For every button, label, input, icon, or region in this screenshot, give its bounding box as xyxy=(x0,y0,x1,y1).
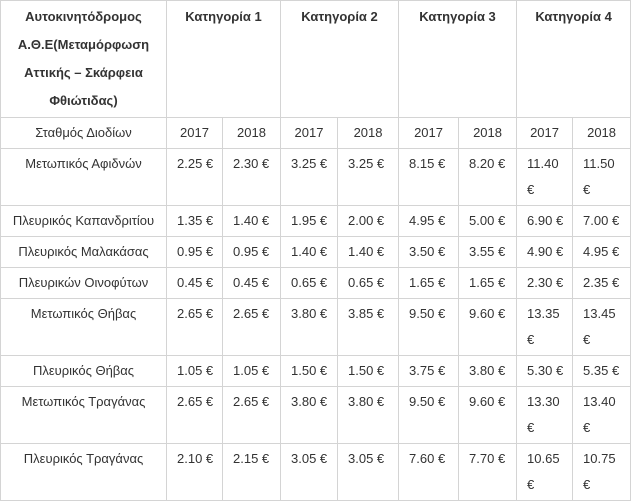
data-row: Πλευρικός Τραγάνας 2.10 €2.15 €3.05 €3.05… xyxy=(0,443,632,501)
price-cell: 3.80 € xyxy=(280,298,339,356)
price-cell: 9.50 € xyxy=(398,386,460,444)
data-row: Πλευρικός Καπανδριτίου 1.35 €1.40 €1.95 €… xyxy=(0,205,632,237)
price-cell: 13.40 € xyxy=(572,386,632,444)
price-cell: 1.50 € xyxy=(337,355,400,387)
price-cell: 4.90 € xyxy=(516,236,574,268)
price-cell: 4.95 € xyxy=(398,205,460,237)
data-row: Μετωπικός Θήβας 2.65 €2.65 €3.80 €3.85 €9… xyxy=(0,298,632,356)
category-header: Κατηγορία 1 xyxy=(165,0,282,118)
price-cell: 0.65 € xyxy=(337,267,400,299)
station-name: Μετωπικός Θήβας xyxy=(0,298,167,356)
category-header: Κατηγορία 2 xyxy=(280,0,400,118)
station-name: Πλευρικός Μαλακάσας xyxy=(0,236,167,268)
price-cell: 7.60 € xyxy=(398,443,460,501)
station-label: Σταθμός Διοδίων xyxy=(0,117,167,149)
price-cell: 13.45 € xyxy=(572,298,632,356)
price-cell: 2.65 € xyxy=(166,298,223,356)
header-title: Αυτοκινητόδρομος Α.Θ.Ε(Μεταμόρφωση Αττικ… xyxy=(0,0,167,118)
price-cell: 1.65 € xyxy=(398,267,460,299)
price-cell: 11.50 € xyxy=(572,148,632,206)
subheader-row: Σταθμός Διοδίων 2017 2018 2017 2018 2017 2018 2… xyxy=(0,117,632,149)
price-cell: 11.40 € xyxy=(516,148,574,206)
price-cell: 8.15 € xyxy=(398,148,460,206)
price-cell: 1.05 € xyxy=(166,355,223,387)
price-cell: 1.40 € xyxy=(221,205,282,237)
year-cell: 2017 xyxy=(280,117,339,149)
price-cell: 13.35 € xyxy=(516,298,574,356)
price-cell: 2.15 € xyxy=(221,443,282,501)
station-name: Πλευρικών Οινοφύτων xyxy=(0,267,167,299)
price-cell: 2.30 € xyxy=(516,267,574,299)
category-header: Κατηγορία 3 xyxy=(398,0,518,118)
price-cell: 1.35 € xyxy=(166,205,223,237)
price-cell: 5.30 € xyxy=(516,355,574,387)
price-cell: 9.60 € xyxy=(458,386,518,444)
price-cell: 9.50 € xyxy=(398,298,460,356)
price-cell: 9.60 € xyxy=(458,298,518,356)
data-row: Πλευρικός Θήβας 1.05 €1.05 €1.50 €1.50 €3… xyxy=(0,355,632,387)
data-row: Μετωπικός Αφιδνών 2.25 €2.30 €3.25 €3.25 … xyxy=(0,148,632,206)
price-cell: 10.65 € xyxy=(516,443,574,501)
station-name: Πλευρικός Τραγάνας xyxy=(0,443,167,501)
price-cell: 0.95 € xyxy=(166,236,223,268)
price-cell: 3.50 € xyxy=(398,236,460,268)
price-cell: 2.30 € xyxy=(221,148,282,206)
price-cell: 10.75 € xyxy=(572,443,632,501)
data-row: Πλευρικών Οινοφύτων 0.45 €0.45 €0.65 €0.6… xyxy=(0,267,632,299)
price-cell: 3.05 € xyxy=(337,443,400,501)
year-cell: 2018 xyxy=(458,117,518,149)
price-cell: 3.05 € xyxy=(280,443,339,501)
price-cell: 1.40 € xyxy=(337,236,400,268)
price-cell: 2.35 € xyxy=(572,267,632,299)
price-cell: 3.80 € xyxy=(280,386,339,444)
year-cell: 2017 xyxy=(166,117,223,149)
price-cell: 3.75 € xyxy=(398,355,460,387)
price-cell: 0.45 € xyxy=(166,267,223,299)
price-cell: 5.00 € xyxy=(458,205,518,237)
price-cell: 1.50 € xyxy=(280,355,339,387)
price-cell: 2.65 € xyxy=(221,386,282,444)
category-header: Κατηγορία 4 xyxy=(516,0,632,118)
year-cell: 2017 xyxy=(398,117,460,149)
header-row: Αυτοκινητόδρομος Α.Θ.Ε(Μεταμόρφωση Αττικ… xyxy=(0,0,632,118)
year-cell: 2018 xyxy=(572,117,632,149)
price-cell: 2.65 € xyxy=(166,386,223,444)
station-name: Πλευρικός Καπανδριτίου xyxy=(0,205,167,237)
price-cell: 0.65 € xyxy=(280,267,339,299)
price-cell: 1.95 € xyxy=(280,205,339,237)
price-cell: 3.25 € xyxy=(280,148,339,206)
price-cell: 3.85 € xyxy=(337,298,400,356)
price-cell: 1.05 € xyxy=(221,355,282,387)
price-cell: 5.35 € xyxy=(572,355,632,387)
price-cell: 0.45 € xyxy=(221,267,282,299)
price-cell: 4.95 € xyxy=(572,236,632,268)
price-cell: 1.40 € xyxy=(280,236,339,268)
price-cell: 1.65 € xyxy=(458,267,518,299)
price-cell: 2.25 € xyxy=(166,148,223,206)
price-cell: 7.00 € xyxy=(572,205,632,237)
year-cell: 2017 xyxy=(516,117,574,149)
price-cell: 13.30 € xyxy=(516,386,574,444)
price-cell: 3.80 € xyxy=(337,386,400,444)
price-cell: 6.90 € xyxy=(516,205,574,237)
data-row: Μετωπικός Τραγάνας 2.65 €2.65 €3.80 €3.80… xyxy=(0,386,632,444)
year-cell: 2018 xyxy=(221,117,282,149)
price-cell: 7.70 € xyxy=(458,443,518,501)
price-cell: 2.65 € xyxy=(221,298,282,356)
station-name: Μετωπικός Αφιδνών xyxy=(0,148,167,206)
price-cell: 3.25 € xyxy=(337,148,400,206)
price-cell: 2.00 € xyxy=(337,205,400,237)
year-cell: 2018 xyxy=(337,117,400,149)
price-cell: 0.95 € xyxy=(221,236,282,268)
price-cell: 3.80 € xyxy=(458,355,518,387)
data-row: Πλευρικός Μαλακάσας 0.95 €0.95 €1.40 €1.4… xyxy=(0,236,632,268)
price-cell: 8.20 € xyxy=(458,148,518,206)
station-name: Μετωπικός Τραγάνας xyxy=(0,386,167,444)
price-cell: 2.10 € xyxy=(166,443,223,501)
station-name: Πλευρικός Θήβας xyxy=(0,355,167,387)
price-cell: 3.55 € xyxy=(458,236,518,268)
